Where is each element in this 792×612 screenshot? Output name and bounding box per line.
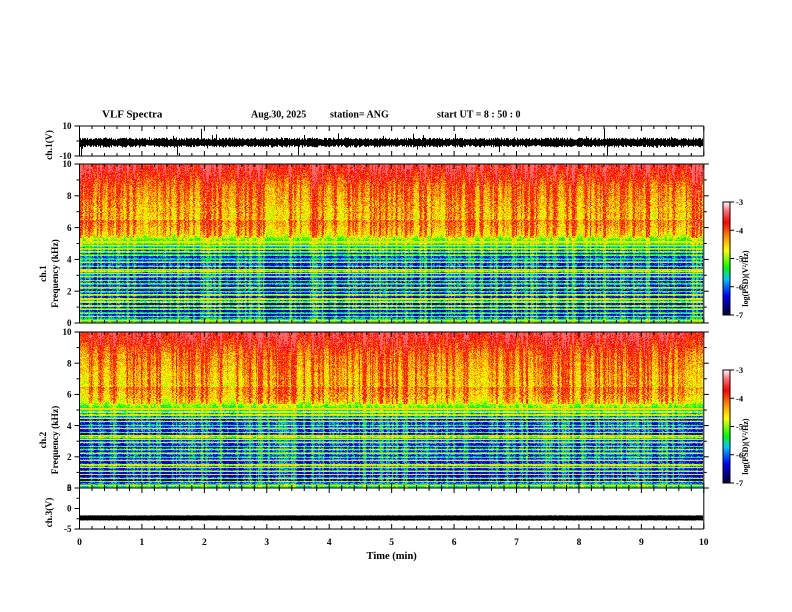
svg-text:log(PSD)(V²/Hz): log(PSD)(V²/Hz) [741, 250, 750, 307]
svg-text:ch.1: ch.1 [39, 265, 49, 282]
svg-text:log(PSD)(V²/Hz): log(PSD)(V²/Hz) [741, 418, 750, 475]
svg-text:Aug.30, 2025: Aug.30, 2025 [251, 110, 306, 121]
svg-text:8: 8 [577, 538, 582, 548]
svg-text:4: 4 [327, 538, 332, 548]
svg-text:5: 5 [389, 538, 394, 548]
svg-text:10: 10 [63, 121, 73, 131]
svg-text:7: 7 [514, 538, 519, 548]
svg-text:ch.3(V): ch.3(V) [44, 498, 55, 528]
svg-text:4: 4 [67, 255, 72, 265]
svg-text:10: 10 [63, 159, 73, 169]
svg-text:-5: -5 [64, 524, 72, 534]
svg-text:0: 0 [67, 504, 72, 514]
svg-text:start UT = 8 : 50 : 0: start UT = 8 : 50 : 0 [437, 110, 521, 121]
svg-text:6: 6 [67, 390, 72, 400]
svg-text:1: 1 [140, 538, 145, 548]
svg-text:8: 8 [67, 191, 72, 201]
svg-text:3: 3 [264, 538, 269, 548]
svg-text:Frequency (kHz): Frequency (kHz) [50, 406, 61, 475]
svg-text:-7: -7 [736, 478, 744, 488]
svg-text:-7: -7 [736, 310, 744, 320]
svg-text:VLF Spectra: VLF Spectra [102, 109, 163, 121]
svg-text:10: 10 [699, 538, 709, 548]
svg-text:2: 2 [202, 538, 207, 548]
svg-text:5: 5 [67, 483, 72, 493]
svg-text:4: 4 [67, 421, 72, 431]
svg-text:Time (min): Time (min) [367, 551, 418, 562]
svg-text:-3: -3 [736, 197, 743, 207]
svg-text:station= ANG: station= ANG [330, 110, 389, 121]
svg-text:Frequency (kHz): Frequency (kHz) [50, 239, 61, 308]
svg-text:-3: -3 [736, 365, 743, 375]
svg-text:-4: -4 [736, 225, 744, 235]
svg-text:8: 8 [67, 358, 72, 368]
svg-text:6: 6 [67, 223, 72, 233]
svg-text:-4: -4 [736, 393, 744, 403]
svg-text:9: 9 [639, 538, 644, 548]
svg-text:6: 6 [452, 538, 457, 548]
svg-text:0: 0 [77, 538, 82, 548]
svg-text:2: 2 [67, 286, 72, 296]
svg-text:ch.1(V): ch.1(V) [44, 130, 55, 160]
svg-text:2: 2 [67, 452, 72, 462]
svg-text:10: 10 [63, 327, 73, 337]
svg-text:ch.2: ch.2 [39, 431, 49, 448]
